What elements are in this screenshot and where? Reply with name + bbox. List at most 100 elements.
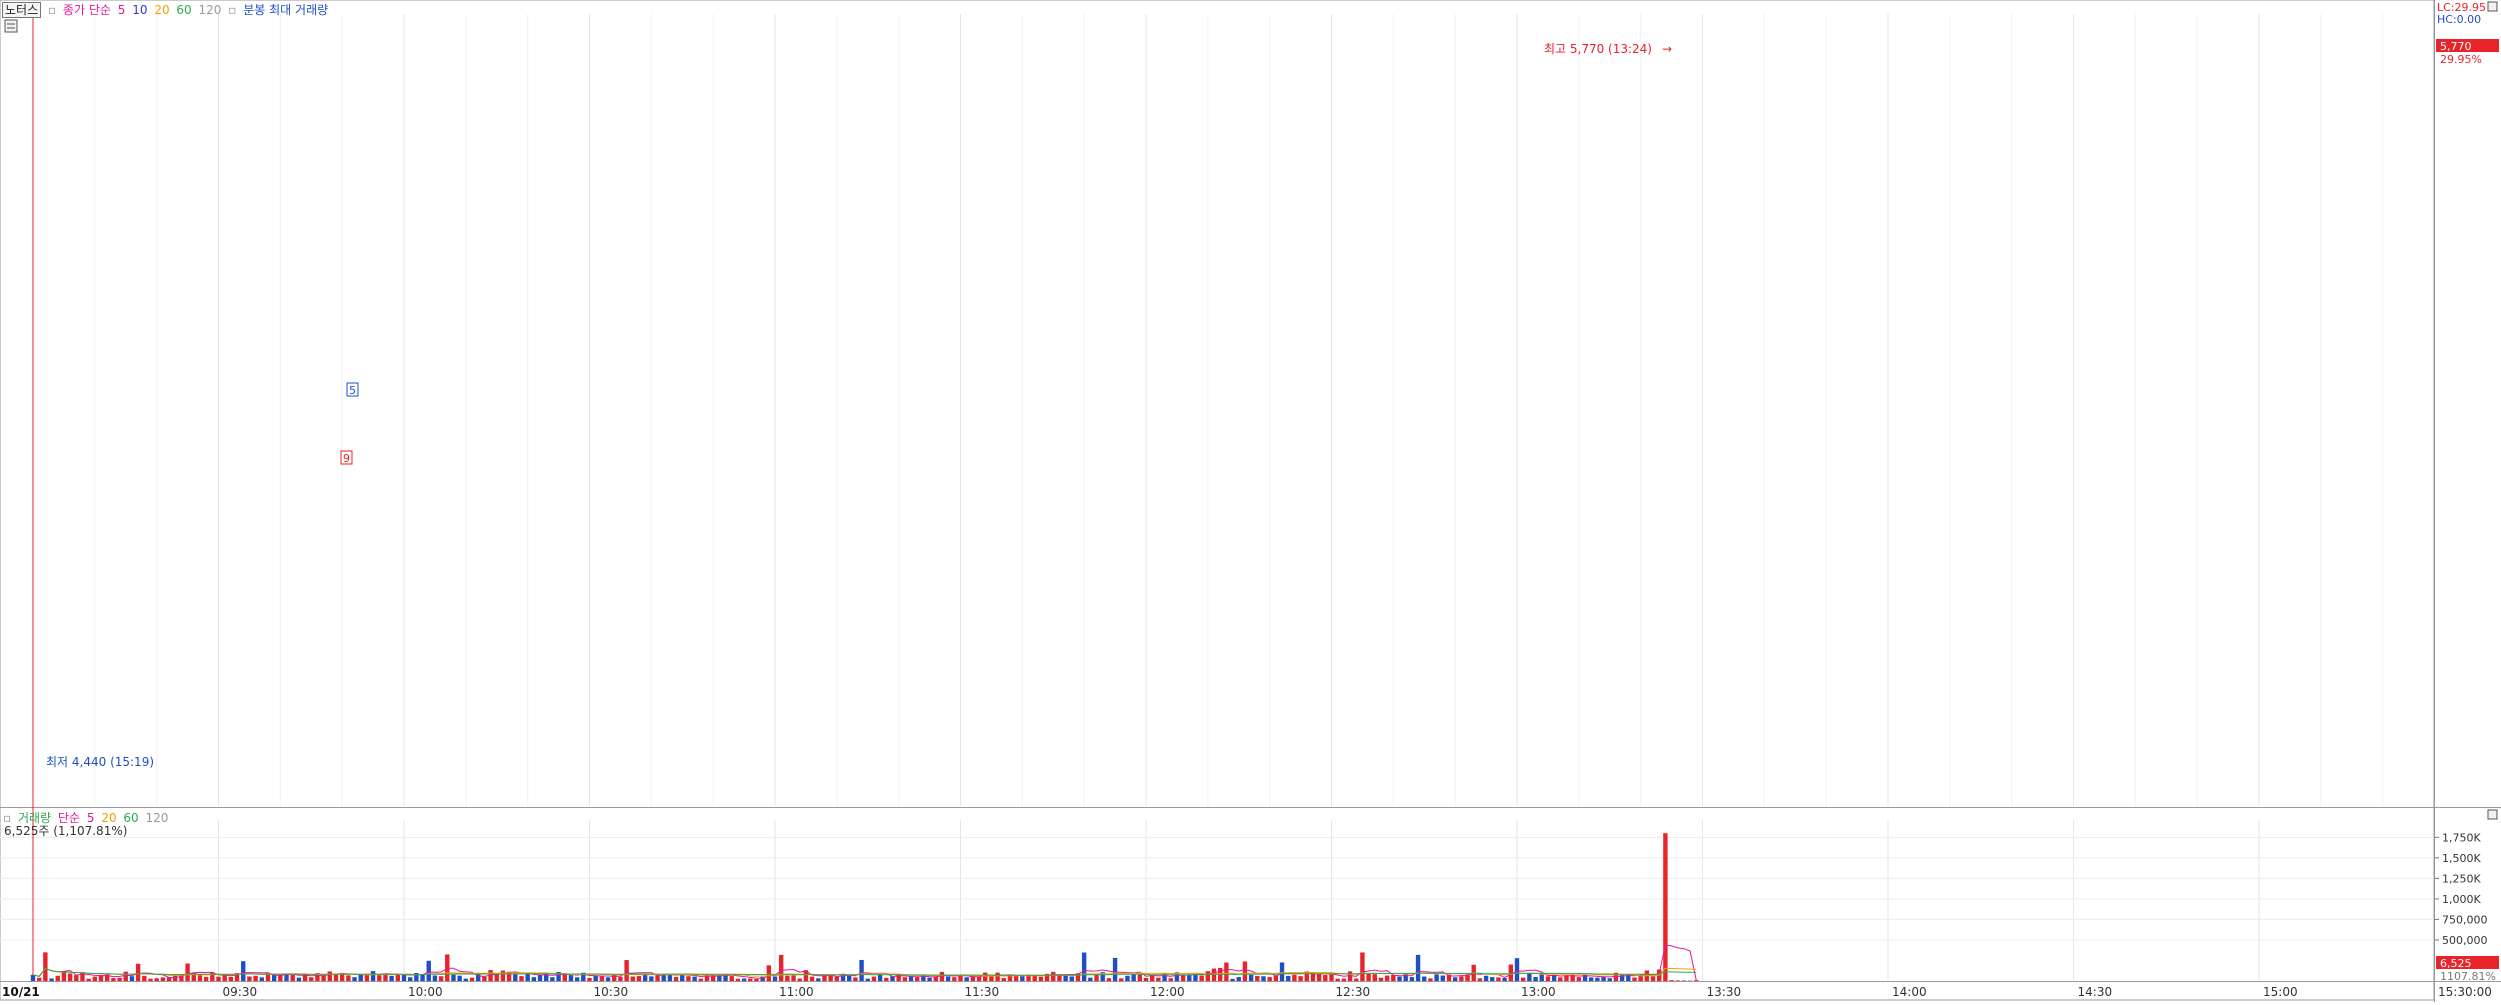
volume-bar bbox=[31, 975, 35, 981]
volume-bar bbox=[643, 974, 647, 981]
volume-bar bbox=[995, 973, 999, 981]
volume-bar bbox=[1181, 975, 1185, 981]
volume-bar bbox=[1125, 976, 1129, 981]
volume-ma120: 120 bbox=[146, 811, 169, 825]
volume-bar bbox=[519, 976, 523, 981]
volume-bar bbox=[1292, 975, 1296, 981]
volume-bar bbox=[253, 976, 257, 981]
price-legend: 노터스 ▫ 종가 단순 5 10 20 60 120 ▫ 분봉 최대 거래량 bbox=[2, 1, 331, 18]
volume-bar bbox=[532, 977, 536, 981]
volume-bar bbox=[173, 976, 177, 981]
volume-bar bbox=[68, 974, 72, 981]
volume-bar bbox=[1082, 953, 1086, 981]
stock-name[interactable]: 노터스 bbox=[2, 2, 41, 18]
volume-bar bbox=[49, 978, 53, 981]
volume-bar bbox=[649, 976, 653, 981]
volume-bar bbox=[1502, 978, 1506, 981]
legend-ma5: 5 bbox=[118, 3, 126, 17]
volume-bar bbox=[389, 976, 393, 981]
volume-bar bbox=[495, 974, 499, 981]
x-tick-label: 10:00 bbox=[408, 985, 443, 999]
volume-bar bbox=[730, 976, 734, 981]
volume-bar bbox=[779, 955, 783, 981]
x-tick-label: 11:30 bbox=[965, 985, 1000, 999]
volume-bar bbox=[550, 977, 554, 981]
volume-bar bbox=[1651, 976, 1655, 981]
volume-bar bbox=[1682, 980, 1686, 981]
x-tick-label: 13:00 bbox=[1521, 985, 1556, 999]
volume-bar bbox=[835, 977, 839, 981]
volume-bar bbox=[433, 975, 437, 981]
volume-bar bbox=[1410, 977, 1414, 981]
volume-tick-label: 1,500K bbox=[2442, 852, 2481, 865]
volume-bar bbox=[1422, 977, 1426, 981]
volume-bar bbox=[1335, 979, 1339, 981]
volume-bar bbox=[1478, 978, 1482, 981]
volume-bar bbox=[1088, 978, 1092, 981]
volume-bar bbox=[321, 975, 325, 981]
volume-bar bbox=[903, 977, 907, 981]
volume-bar bbox=[1608, 978, 1612, 981]
current-volume-label: 6,525 bbox=[2440, 957, 2472, 970]
volume-bar bbox=[1509, 965, 1513, 981]
volume-bar bbox=[1199, 976, 1203, 981]
panel-restore-icon[interactable] bbox=[2488, 810, 2497, 819]
volume-bar bbox=[940, 972, 944, 981]
volume-bar bbox=[600, 977, 604, 981]
volume-bar bbox=[427, 961, 431, 981]
volume-bar bbox=[1379, 978, 1383, 981]
volume-bar bbox=[1156, 978, 1160, 981]
legend-marker: ▫ bbox=[228, 3, 236, 17]
volume-bar bbox=[525, 974, 529, 981]
hc-label: HC:0.00 bbox=[2437, 14, 2486, 26]
volume-bar bbox=[204, 977, 208, 981]
volume-bar bbox=[1540, 974, 1544, 981]
volume-bar bbox=[1373, 974, 1377, 981]
volume-bar bbox=[130, 976, 134, 981]
volume-bar bbox=[247, 976, 251, 981]
legend-ma60: 60 bbox=[176, 3, 191, 17]
volume-bar bbox=[1441, 976, 1445, 981]
volume-bar bbox=[359, 974, 363, 981]
volume-bar bbox=[1354, 979, 1358, 981]
volume-bar bbox=[699, 979, 703, 981]
volume-bar bbox=[872, 977, 876, 981]
panel-menu-icon[interactable] bbox=[2488, 2, 2497, 11]
volume-bar bbox=[674, 977, 678, 981]
volume-bar bbox=[952, 977, 956, 981]
volume-bar bbox=[773, 976, 777, 981]
legend-marker: ▫ bbox=[48, 3, 56, 17]
volume-bar bbox=[1187, 975, 1191, 981]
volume-bar bbox=[346, 975, 350, 981]
marker-box-9-label: 9 bbox=[343, 452, 350, 465]
volume-bar bbox=[136, 964, 140, 981]
volume-bar bbox=[241, 961, 245, 981]
volume-bar bbox=[1224, 963, 1228, 981]
volume-bar bbox=[1385, 976, 1389, 981]
volume-bar bbox=[117, 978, 121, 981]
volume-bar bbox=[1601, 977, 1605, 981]
volume-bar bbox=[884, 978, 888, 981]
volume-bar bbox=[1360, 952, 1364, 981]
volume-bar bbox=[1094, 974, 1098, 981]
volume-bar bbox=[1249, 975, 1253, 981]
volume-bar bbox=[785, 976, 789, 981]
volume-bar bbox=[934, 977, 938, 981]
volume-bar bbox=[569, 975, 573, 981]
volume-bar bbox=[1632, 978, 1636, 981]
volume-bar bbox=[464, 979, 468, 981]
volume-bar bbox=[742, 979, 746, 981]
volume-bar bbox=[853, 977, 857, 981]
volume-bar bbox=[915, 977, 919, 981]
date-label: 10/21 bbox=[2, 985, 40, 999]
volume-bar bbox=[754, 979, 758, 981]
volume-pct-label: 1107.81% bbox=[2440, 970, 2496, 983]
lc-hc-labels: LC:29.95 HC:0.00 bbox=[2437, 2, 2486, 26]
volume-bar bbox=[1428, 978, 1432, 981]
volume-bar bbox=[1676, 980, 1680, 981]
menu-icon[interactable] bbox=[5, 20, 17, 32]
volume-bar bbox=[56, 976, 60, 981]
volume-bar bbox=[1119, 978, 1123, 981]
